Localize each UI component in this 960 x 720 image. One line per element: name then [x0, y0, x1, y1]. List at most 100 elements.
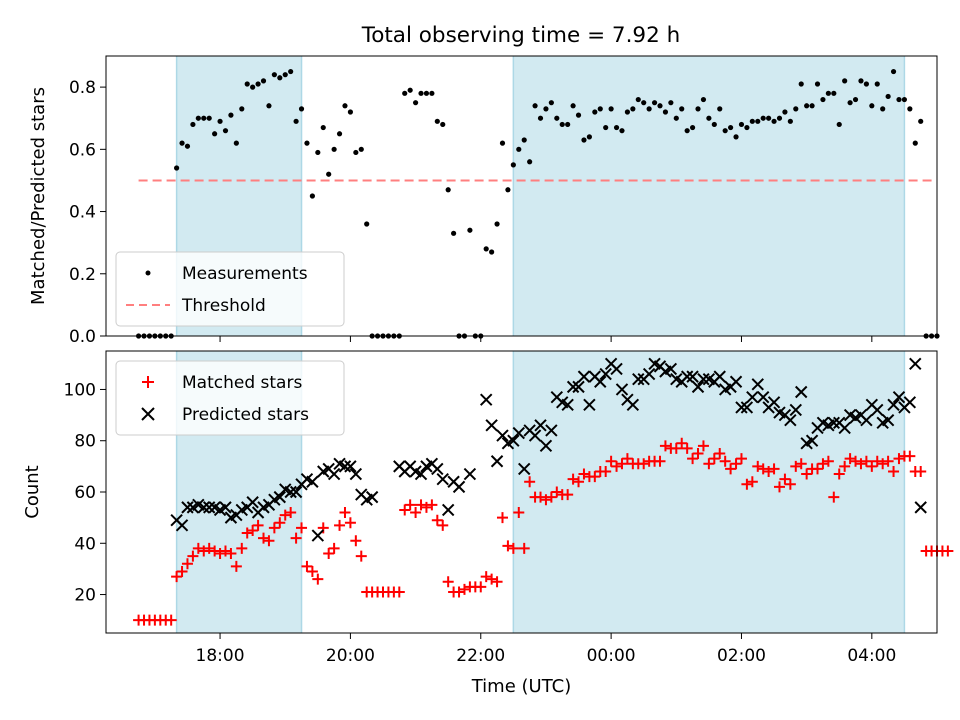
measurement-point — [537, 115, 544, 121]
predicted-point — [577, 370, 591, 383]
measurement-point — [836, 121, 842, 128]
measurement-point — [184, 143, 191, 149]
measurement-point — [451, 230, 457, 236]
legend-box — [115, 360, 345, 436]
predicted-point — [273, 490, 287, 504]
predicted-point — [713, 370, 726, 383]
matched-point — [784, 478, 796, 490]
ratio-x-ticks — [219, 336, 873, 342]
matched-point — [285, 507, 297, 519]
predicted-point — [452, 480, 466, 494]
measurement-point — [347, 109, 354, 115]
matched-point — [573, 476, 585, 488]
ratio-legend: Measurements Threshold — [115, 251, 345, 327]
observing-window-2 — [513, 351, 905, 633]
count-panel: 20 40 60 80 100 18:00 20:00 22:00 00:00 02:00 04:… — [22, 350, 954, 697]
predicted-point — [572, 380, 585, 394]
legend-label: Predicted stars — [182, 405, 309, 425]
measurement-point — [174, 165, 180, 171]
matched-point — [697, 440, 709, 452]
predicted-point — [729, 375, 743, 388]
matched-point — [540, 494, 552, 506]
matched-point — [165, 614, 177, 626]
matched-point — [676, 437, 688, 449]
measurement-point — [624, 109, 631, 115]
measurement-point — [722, 128, 728, 134]
matched-point — [247, 524, 259, 536]
x-tick-label: 02:00 — [717, 646, 766, 666]
legend-marker-matched — [142, 376, 154, 388]
measurement-point — [880, 106, 886, 112]
measurement-point — [695, 106, 701, 112]
matched-point — [578, 468, 590, 480]
measurement-point — [706, 115, 712, 121]
measurement-point — [250, 84, 256, 90]
measurement-point — [874, 81, 880, 87]
measurement-point — [717, 106, 723, 112]
matched-point — [236, 542, 248, 554]
x-tick-label: 18:00 — [196, 646, 245, 666]
measurement-point — [858, 78, 864, 84]
predicted-point — [284, 485, 297, 499]
predicted-point — [528, 429, 542, 442]
matched-point — [757, 463, 769, 475]
measurement-point — [527, 159, 533, 165]
measurement-point — [630, 106, 636, 112]
y-tick-label: 0.2 — [69, 265, 96, 285]
predicted-point — [789, 403, 802, 417]
predicted-point — [338, 460, 352, 473]
x-tick-label: 20:00 — [326, 646, 375, 666]
matched-point — [828, 491, 840, 503]
predicted-point — [697, 372, 710, 386]
matched-point — [714, 448, 726, 460]
measurement-point — [260, 78, 267, 84]
matched-point — [567, 473, 579, 485]
y-tick-label: 40 — [74, 534, 96, 554]
matched-point — [746, 476, 758, 488]
legend-marker-measurements — [145, 270, 151, 276]
matched-point — [192, 542, 204, 554]
matched-point — [735, 453, 747, 465]
matched-point — [420, 501, 432, 513]
measurement-point — [445, 187, 451, 193]
matched-point — [600, 465, 612, 477]
measurement-point — [776, 115, 783, 121]
predicted-point — [626, 398, 640, 412]
measurement-point — [825, 90, 831, 96]
matched-point — [317, 522, 329, 534]
matched-point — [502, 540, 514, 552]
matched-point — [589, 471, 601, 483]
measurement-point — [364, 221, 370, 227]
measurement-point — [901, 96, 908, 103]
measurement-point — [554, 115, 560, 121]
measurement-point — [749, 118, 755, 124]
measurement-point — [467, 227, 473, 233]
predicted-point — [795, 385, 808, 399]
matched-point — [654, 455, 666, 467]
matched-point — [486, 573, 498, 585]
matched-point — [855, 458, 867, 470]
matched-point — [312, 573, 324, 585]
measurement-point — [782, 109, 788, 115]
measurement-point — [233, 140, 239, 146]
matched-point — [871, 455, 883, 467]
measurement-point — [418, 90, 424, 96]
measurement-point — [228, 112, 234, 118]
x-tick-label: 00:00 — [587, 646, 636, 666]
y-tick-label: 0.4 — [69, 203, 96, 223]
predicted-point — [485, 419, 498, 432]
matched-point — [507, 542, 519, 554]
measurement-point — [266, 103, 272, 109]
matched-point — [551, 486, 563, 498]
matched-point — [681, 442, 693, 454]
y-tick-label: 80 — [74, 432, 96, 452]
matched-point — [708, 453, 720, 465]
measurement-point — [804, 103, 810, 109]
matched-point — [812, 463, 824, 475]
predicted-point — [746, 390, 759, 404]
predicted-point — [784, 414, 797, 427]
measurement-point — [499, 140, 506, 146]
measurement-point — [277, 75, 283, 81]
predicted-stars-markers — [170, 357, 927, 542]
predicted-point — [686, 370, 699, 383]
